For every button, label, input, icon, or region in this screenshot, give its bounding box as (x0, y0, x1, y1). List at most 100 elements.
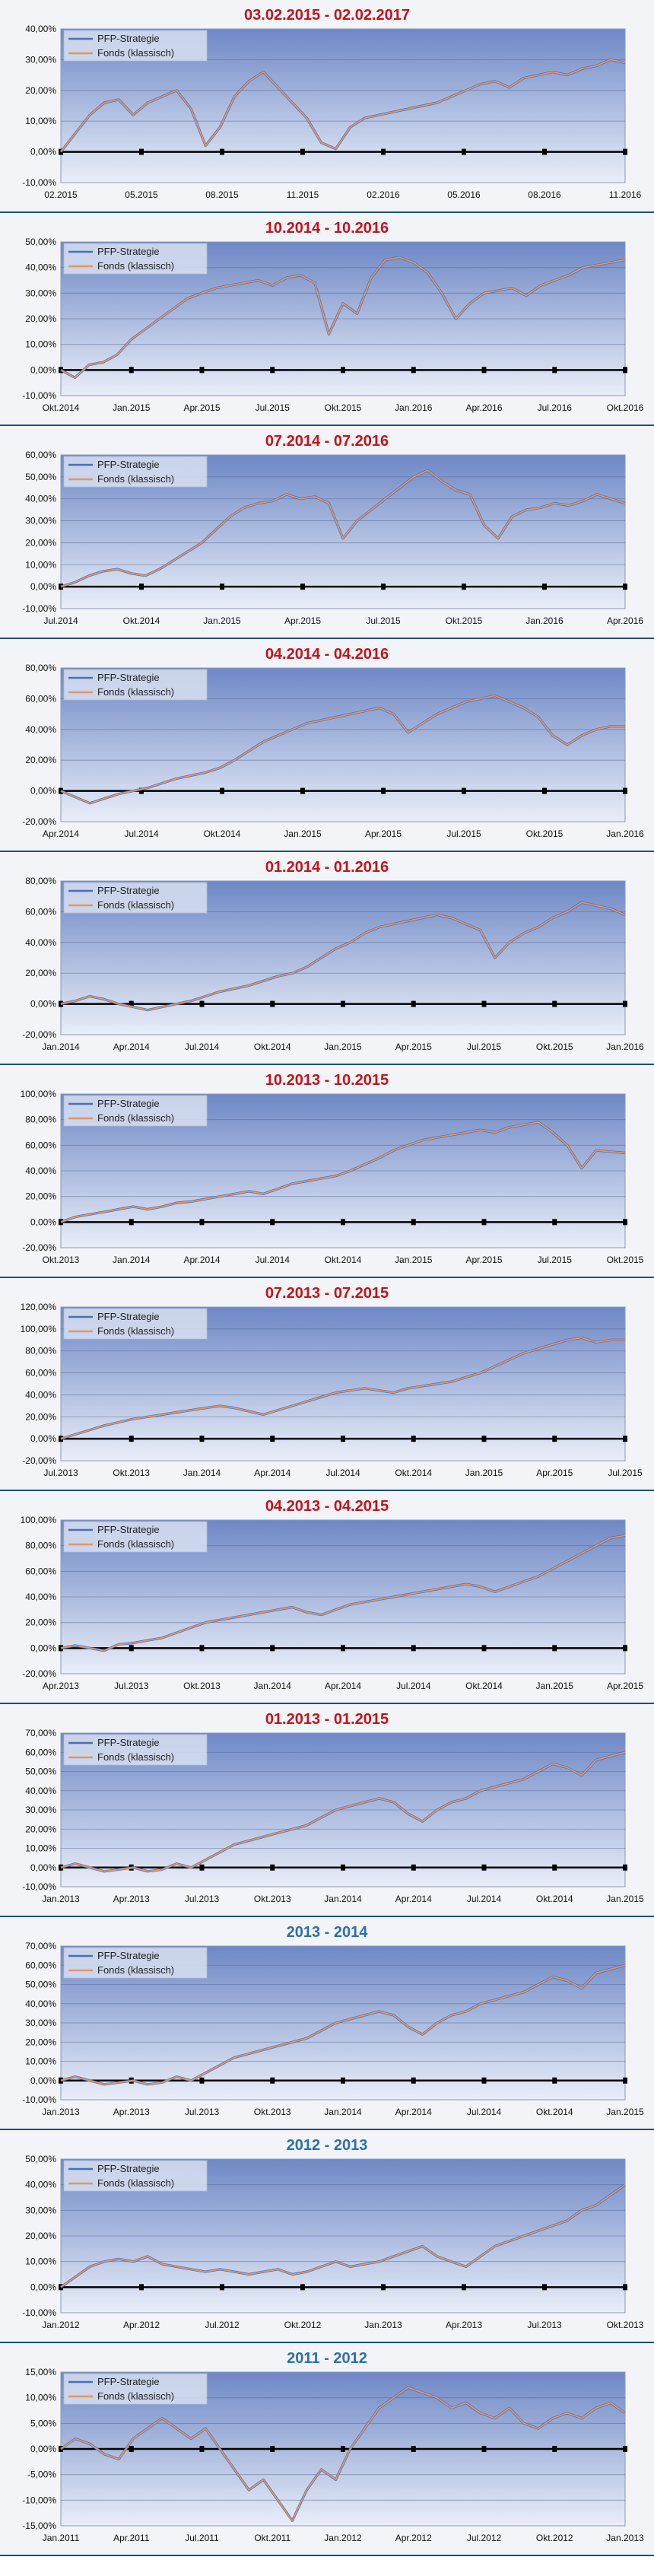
x-tick-label: Jan.2016 (395, 402, 433, 413)
x-tick-label: Jul.2014 (467, 1894, 502, 1904)
series-line-fonds-klassisch (60, 902, 626, 1011)
zero-line-marker (59, 2284, 63, 2291)
zero-line-marker (220, 148, 224, 155)
line-chart: -10,00% 0,00% 10,00% 20,00% 30,00% 40,00% 02.2… (22, 24, 641, 200)
y-tick-label: -20,00% (22, 1029, 56, 1040)
zero-line-marker (481, 1000, 487, 1007)
y-tick-label: 20,00% (25, 537, 56, 548)
zero-line-marker (623, 367, 627, 374)
zero-line-marker (623, 1219, 627, 1226)
x-tick-label: Apr.2014 (113, 1042, 150, 1052)
y-tick-label: 40,00% (25, 1592, 56, 1602)
zero-line-marker (381, 2284, 386, 2291)
y-tick-label: 0,00% (30, 2282, 56, 2292)
x-tick-label: Okt.2015 (526, 828, 564, 839)
x-tick-label: 02.2015 (44, 189, 78, 200)
zero-line-marker (552, 1436, 557, 1442)
legend: PFP-Strategie Fonds (klassisch) (63, 1947, 208, 1979)
x-tick-label: Jan.2014 (324, 1894, 362, 1904)
y-tick-label: 40,00% (25, 24, 56, 34)
x-tick-label: Apr.2016 (465, 402, 502, 413)
line-chart: -20,00% 0,00% 20,00% 40,00% 60,00% 80,00% Apr.… (22, 663, 644, 839)
y-tick-label: 60,00% (25, 1566, 56, 1576)
legend-label: Fonds (klassisch) (97, 1325, 174, 1337)
x-tick-label: Apr.2015 (284, 615, 321, 626)
zero-line-marker (199, 1864, 205, 1871)
x-tick-label: Jul.2016 (538, 402, 573, 413)
x-tick-label: Okt.2013 (113, 1468, 150, 1478)
zero-line-marker (481, 367, 487, 374)
x-tick-label: Okt.2014 (536, 2107, 573, 2117)
x-tick-label: Okt.2014 (204, 828, 241, 839)
chart-panel: -20,00% 0,00% 20,00% 40,00% 60,00% 80,00% 100,… (0, 1065, 654, 1278)
y-tick-label: 20,00% (25, 1191, 56, 1202)
chart-panel: -10,00% 0,00% 10,00% 20,00% 30,00% 40,00% 02.2… (0, 0, 654, 213)
x-tick-label: Okt.2014 (465, 1681, 503, 1691)
y-tick-label: 10,00% (25, 2056, 56, 2067)
line-chart: -20,00% 0,00% 20,00% 40,00% 60,00% 80,00% 100,… (21, 1515, 644, 1691)
zero-line-marker (623, 1864, 627, 1871)
x-tick-label: Apr.2014 (395, 1894, 432, 1904)
x-tick-label: Apr.2013 (43, 1681, 79, 1691)
zero-line-marker (270, 2077, 275, 2084)
legend-label: Fonds (klassisch) (97, 1112, 174, 1124)
legend-label: PFP-Strategie (97, 2163, 160, 2174)
zero-line-marker (542, 787, 547, 794)
chart-title: 2012 - 2013 (286, 2137, 368, 2154)
x-tick-label: Jul.2014 (256, 1255, 290, 1265)
zero-line-marker (552, 1645, 557, 1652)
legend: PFP-Strategie Fonds (klassisch) (63, 456, 208, 488)
y-tick-label: 70,00% (25, 1941, 56, 1951)
y-tick-label: 100,00% (21, 1324, 57, 1334)
y-tick-label: -10,00% (22, 177, 56, 188)
chart-title: 2013 - 2014 (286, 1924, 368, 1941)
chart-panel: -10,00% 0,00% 10,00% 20,00% 30,00% 40,00% 50,0… (0, 1917, 654, 2130)
legend: PFP-Strategie Fonds (klassisch) (63, 2373, 208, 2405)
zero-line-marker (623, 584, 627, 590)
zero-line-marker (411, 1000, 416, 1007)
y-tick-label: -10,00% (22, 390, 56, 401)
zero-line-marker (59, 1436, 63, 1442)
x-tick-label: Apr.2014 (183, 1255, 220, 1265)
legend-label: PFP-Strategie (97, 672, 160, 683)
line-chart: -20,00% 0,00% 20,00% 40,00% 60,00% 80,00% Jan.… (22, 876, 644, 1052)
y-tick-label: 40,00% (25, 937, 56, 948)
x-tick-label: Jul.2014 (185, 1042, 220, 1052)
y-tick-label: 0,00% (30, 2444, 56, 2454)
zero-line-marker (59, 584, 63, 590)
series-line-fonds-klassisch (60, 695, 625, 804)
y-tick-label: 30,00% (25, 54, 56, 65)
y-tick-label: 100,00% (21, 1515, 57, 1525)
x-tick-label: Okt.2012 (536, 2533, 573, 2543)
legend-label: Fonds (klassisch) (97, 260, 174, 272)
legend-box (63, 1095, 208, 1127)
x-tick-label: Apr.2013 (113, 2107, 150, 2117)
zero-line-marker (341, 2446, 345, 2452)
y-tick-label: 0,00% (30, 999, 56, 1010)
zero-line-marker (552, 1219, 557, 1226)
legend-label: PFP-Strategie (97, 1524, 160, 1535)
zero-line-marker (341, 1645, 345, 1652)
x-tick-label: Jan.2015 (113, 402, 151, 413)
legend-box (63, 1308, 208, 1340)
x-tick-label: Jul.2014 (467, 2107, 502, 2117)
legend-label: Fonds (klassisch) (97, 473, 174, 485)
zero-line-marker (341, 1219, 345, 1226)
x-tick-label: Jan.2016 (525, 615, 564, 626)
x-tick-label: Jan.2015 (606, 2107, 644, 2117)
legend: PFP-Strategie Fonds (klassisch) (63, 1308, 208, 1340)
x-tick-label: Apr.2013 (446, 2320, 482, 2330)
series-line-fonds-klassisch (60, 2183, 626, 2288)
y-tick-label: 0,00% (30, 1862, 56, 1873)
x-tick-label: Okt.2015 (536, 1042, 573, 1052)
chart-title: 10.2013 - 10.2015 (265, 1072, 389, 1089)
zero-line-marker (552, 2446, 557, 2452)
zero-line-marker (129, 367, 134, 374)
chart-panel: -10,00% 0,00% 10,00% 20,00% 30,00% 40,00% 50,0… (0, 2130, 654, 2343)
y-tick-label: 80,00% (25, 1541, 56, 1551)
y-tick-label: 5,00% (30, 2418, 56, 2428)
x-tick-label: Okt.2014 (43, 402, 80, 413)
y-tick-label: 0,00% (30, 364, 56, 375)
legend-box (63, 243, 208, 275)
zero-line-marker (199, 1645, 205, 1652)
